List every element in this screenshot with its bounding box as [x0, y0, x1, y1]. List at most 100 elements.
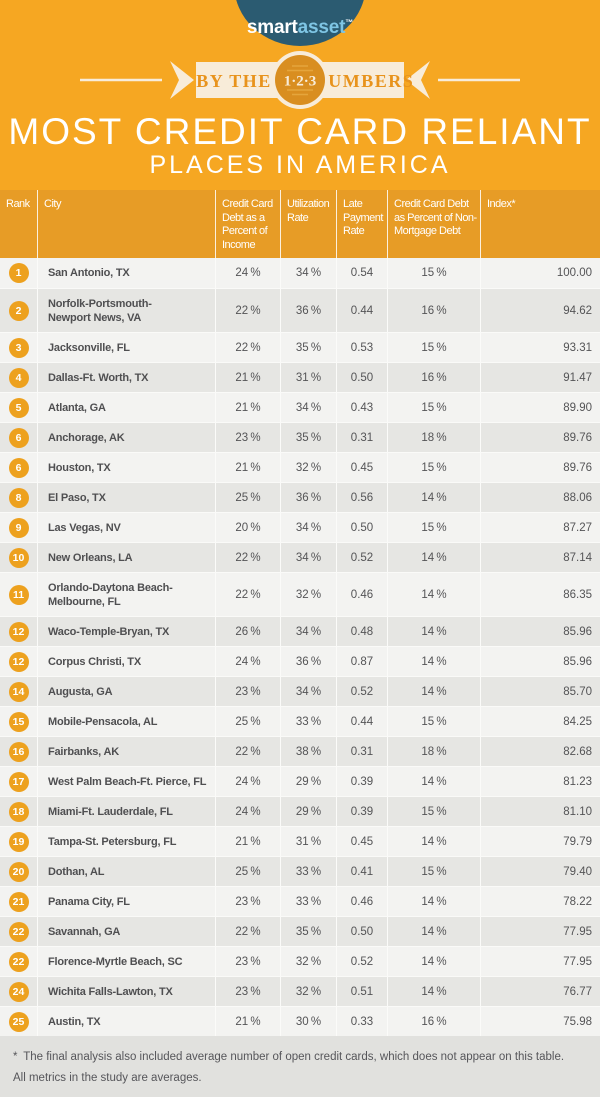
debt-income-cell: 24 %: [216, 767, 281, 796]
table-row: 4 Dallas-Ft. Worth, TX 21 % 31 % 0.50 16…: [0, 362, 600, 392]
table-row: 22 Savannah, GA 22 % 35 % 0.50 14 % 77.9…: [0, 916, 600, 946]
city-cell: San Antonio, TX: [38, 258, 216, 288]
late-payment-cell: 0.87: [337, 647, 388, 676]
utilization-cell: 31 %: [281, 363, 337, 392]
debt-nonmortgage-cell: 14 %: [388, 483, 481, 512]
rank-badge: 15: [8, 711, 29, 732]
debt-income-cell: 23 %: [216, 947, 281, 976]
smartasset-logo: smartasset™: [236, 0, 364, 46]
table-row: 21 Panama City, FL 23 % 33 % 0.46 14 % 7…: [0, 886, 600, 916]
rank-badge: 5: [8, 397, 29, 418]
debt-income-cell: 26 %: [216, 617, 281, 646]
city-cell: Miami-Ft. Lauderdale, FL: [38, 797, 216, 826]
late-payment-cell: 0.45: [337, 827, 388, 856]
by-the-numbers-banner: BY THE NUMBERS 1·2·3: [80, 51, 520, 109]
column-header-city: City: [38, 190, 216, 258]
debt-nonmortgage-cell: 15 %: [388, 707, 481, 736]
late-payment-cell: 0.50: [337, 363, 388, 392]
debt-income-cell: 22 %: [216, 333, 281, 362]
index-cell: 85.96: [563, 625, 592, 638]
badge-123-text: 1·2·3: [284, 74, 317, 90]
rank-cell: 21: [0, 887, 38, 916]
rank-cell: 12: [0, 647, 38, 676]
index-cell: 100.00: [556, 267, 592, 279]
debt-nonmortgage-cell: 14 %: [388, 543, 481, 572]
rank-cell: 22: [0, 947, 38, 976]
utilization-cell: 34 %: [281, 617, 337, 646]
index-cell: 78.22: [563, 895, 592, 908]
debt-income-cell: 22 %: [216, 543, 281, 572]
city-cell: Dothan, AL: [38, 857, 216, 886]
utilization-cell: 32 %: [281, 947, 337, 976]
table-row: 1 San Antonio, TX 24 % 34 % 0.54 15 % 10…: [0, 258, 600, 288]
footnote: * The final analysis also included avera…: [0, 1036, 600, 1097]
rank-badge: 11: [8, 584, 29, 605]
index-cell: 85.70: [563, 685, 592, 698]
rank-cell: 15: [0, 707, 38, 736]
index-cell: 89.76: [563, 461, 592, 474]
rank-badge: 12: [8, 651, 29, 672]
debt-nonmortgage-cell: 15 %: [388, 258, 481, 288]
debt-income-cell: 25 %: [216, 483, 281, 512]
utilization-cell: 34 %: [281, 543, 337, 572]
city-cell: Panama City, FL: [38, 887, 216, 916]
index-cell: 94.62: [563, 304, 592, 317]
debt-nonmortgage-cell: 15 %: [388, 857, 481, 886]
table-row: 24 Wichita Falls-Lawton, TX 23 % 32 % 0.…: [0, 976, 600, 1006]
city-cell: Augusta, GA: [38, 677, 216, 706]
debt-income-cell: 23 %: [216, 887, 281, 916]
index-cell: 82.68: [563, 745, 592, 758]
table-row: 14 Augusta, GA 23 % 34 % 0.52 14 % 85.70: [0, 676, 600, 706]
city-cell: West Palm Beach-Ft. Pierce, FL: [38, 767, 216, 796]
debt-income-cell: 22 %: [216, 289, 281, 332]
banner-text-left: BY THE: [196, 71, 272, 91]
utilization-cell: 33 %: [281, 857, 337, 886]
utilization-cell: 30 %: [281, 1007, 337, 1036]
debt-nonmortgage-cell: 18 %: [388, 737, 481, 766]
debt-income-cell: 24 %: [216, 258, 281, 288]
table-body: 1 San Antonio, TX 24 % 34 % 0.54 15 % 10…: [0, 258, 600, 1036]
rank-badge: 1: [8, 263, 29, 283]
debt-income-cell: 21 %: [216, 827, 281, 856]
late-payment-cell: 0.52: [337, 947, 388, 976]
rank-badge: 8: [8, 487, 29, 508]
utilization-cell: 29 %: [281, 767, 337, 796]
index-cell: 93.31: [563, 341, 592, 354]
late-payment-cell: 0.48: [337, 617, 388, 646]
rank-cell: 22: [0, 917, 38, 946]
table-row: 25 Austin, TX 21 % 30 % 0.33 16 % 75.98: [0, 1006, 600, 1036]
debt-nonmortgage-cell: 16 %: [388, 363, 481, 392]
rank-badge: 12: [8, 621, 29, 642]
rank-badge: 4: [8, 367, 29, 388]
index-cell: 87.27: [563, 521, 592, 534]
late-payment-cell: 0.33: [337, 1007, 388, 1036]
index-cell: 79.40: [563, 865, 592, 878]
rank-cell: 8: [0, 483, 38, 512]
table-row: 17 West Palm Beach-Ft. Pierce, FL 24 % 2…: [0, 766, 600, 796]
utilization-cell: 38 %: [281, 737, 337, 766]
late-payment-cell: 0.31: [337, 737, 388, 766]
column-header-debt-income: Credit Card Debt as a Percent of Income: [216, 190, 281, 258]
index-cell: 84.25: [563, 715, 592, 728]
rank-badge: 14: [8, 681, 29, 702]
late-payment-cell: 0.50: [337, 917, 388, 946]
index-cell: 85.96: [563, 655, 592, 668]
debt-income-cell: 22 %: [216, 573, 281, 616]
ribbon-left-chevron-icon: [170, 61, 194, 99]
debt-income-cell: 21 %: [216, 453, 281, 482]
utilization-cell: 35 %: [281, 917, 337, 946]
rank-cell: 10: [0, 543, 38, 572]
rank-badge: 16: [8, 741, 29, 762]
city-cell: Dallas-Ft. Worth, TX: [38, 363, 216, 392]
table-row: 12 Corpus Christi, TX 24 % 36 % 0.87 14 …: [0, 646, 600, 676]
table-row: 6 Houston, TX 21 % 32 % 0.45 15 % 89.76: [0, 452, 600, 482]
debt-nonmortgage-cell: 14 %: [388, 887, 481, 916]
rank-cell: 18: [0, 797, 38, 826]
city-cell: Waco-Temple-Bryan, TX: [38, 617, 216, 646]
city-cell: Atlanta, GA: [38, 393, 216, 422]
rank-badge: 6: [8, 427, 29, 448]
table-row: 20 Dothan, AL 25 % 33 % 0.41 15 % 79.40: [0, 856, 600, 886]
city-cell: Anchorage, AK: [38, 423, 216, 452]
utilization-cell: 33 %: [281, 887, 337, 916]
rank-badge: 2: [8, 300, 29, 321]
